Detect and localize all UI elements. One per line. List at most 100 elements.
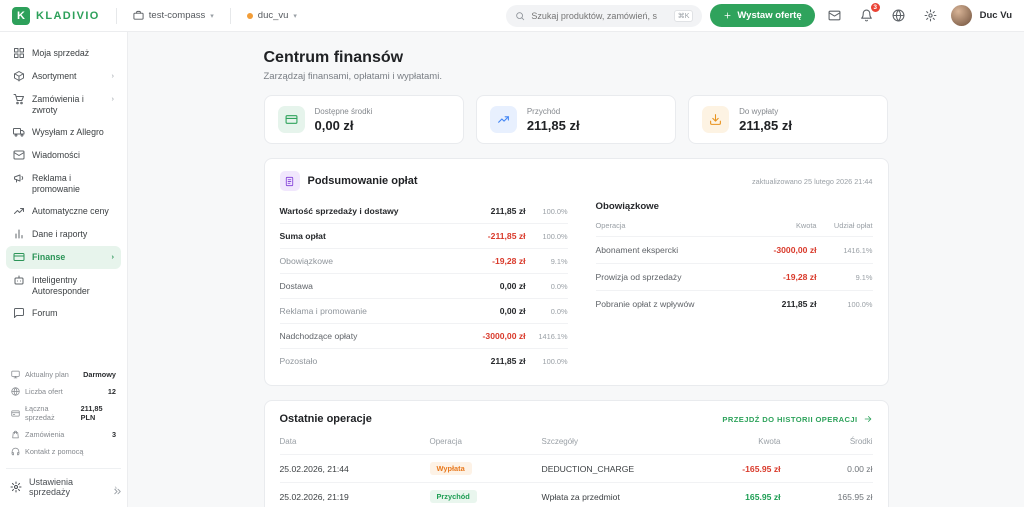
sidebar-item[interactable]: Finanse › — [6, 246, 121, 270]
sidebar-item[interactable]: Wiadomości — [6, 144, 121, 167]
sidebar-stat-row[interactable]: Łączna sprzedaż 211,85 PLN — [8, 400, 119, 426]
search-shortcut: ⌘K — [673, 9, 694, 22]
sidebar-item-label: Inteligentny Autoresponder — [32, 275, 90, 296]
operation-details: Wpłata za przedmiot — [541, 491, 620, 502]
sidebar-stats: Aktualny plan Darmowy Liczba ofert 12 Łączna… — [6, 364, 121, 464]
summary-row-label: Wartość sprzedaży i dostawy — [279, 206, 399, 216]
page-title: Centrum finansów — [263, 49, 404, 66]
stat-label: Łączna sprzedaż — [25, 404, 55, 422]
summary-row-percent: 1416.1% — [538, 331, 568, 341]
app-logo[interactable]: K KLADIVIO — [12, 6, 108, 25]
column-header: Operacja — [595, 221, 626, 230]
summary-row-value: 211,85 zł — [490, 206, 526, 216]
sidebar-item[interactable]: Wysyłam z Allegro — [6, 121, 121, 144]
sidebar-item[interactable]: Moja sprzedaż — [6, 42, 121, 65]
summary-row-label: Dostawa — [279, 281, 313, 291]
language-button[interactable] — [887, 4, 911, 28]
stat-value: 211,85 PLN — [80, 404, 103, 422]
sidebar-item[interactable]: Dane i raporty — [6, 223, 121, 246]
summary-row-percent: 9.1% — [550, 256, 568, 266]
sidebar-item-label: Wiadomości — [32, 150, 80, 161]
logo-mark-icon: K — [12, 6, 30, 25]
summary-row-percent: 100.0% — [542, 356, 568, 366]
stat-value: 12 — [107, 387, 116, 396]
page-subtitle: Zarządzaj finansami, opłatami i wypłatam… — [263, 71, 442, 82]
messages-button[interactable] — [823, 4, 847, 28]
operation-type-cell: Przychód — [429, 490, 542, 503]
sales-settings-label: Ustawienia sprzedaży — [29, 477, 74, 497]
operation-balance: 165.95 zł — [837, 491, 873, 502]
fee-share-percent: 9.1% — [855, 272, 873, 282]
finance-card[interactable]: Przychód 211,85 zł — [475, 95, 677, 144]
create-offer-button[interactable]: Wystaw ofertę — [710, 4, 815, 27]
sidebar-stat-row[interactable]: Aktualny plan Darmowy — [8, 366, 119, 383]
sidebar-stat-row[interactable]: Zamówienia 3 — [8, 426, 119, 443]
bot-icon — [13, 274, 25, 286]
settings-button[interactable] — [919, 4, 943, 28]
account-selector[interactable]: duc_vu ▾ — [239, 6, 305, 25]
finance-card[interactable]: Dostępne środki 0,00 zł — [263, 95, 464, 144]
operations-history-link[interactable]: PRZEJDŹ DO HISTORII OPERACJI — [722, 414, 872, 424]
sidebar-item[interactable]: Reklama i promowanie — [6, 167, 121, 200]
sidebar: Moja sprzedaż Asortyment › Zamówienia i zwr… — [0, 32, 128, 507]
column-header: Szczegóły — [541, 437, 578, 446]
operation-amount: -165.95 zł — [742, 463, 781, 474]
sidebar-item[interactable]: Automatyczne ceny — [6, 200, 121, 223]
sidebar-stat-row[interactable]: Kontakt z pomocą — [8, 443, 119, 460]
summary-row-value: -19,28 zł — [492, 256, 526, 266]
bag-icon — [11, 430, 20, 439]
finance-card-text: Dostępne środki 0,00 zł — [315, 107, 373, 133]
workspace-selector[interactable]: test-compass ▾ — [125, 6, 222, 25]
fee-operation-label: Abonament ekspercki — [595, 245, 679, 255]
sidebar-item-label: Zamówienia i zwroty — [32, 94, 84, 115]
fee-share-percent: 1416.1% — [843, 245, 873, 255]
logo-text: KLADIVIO — [36, 9, 100, 22]
finance-cards: Dostępne środki 0,00 zł Przychód 211,85 zł D… — [263, 95, 889, 144]
sidebar-stat-row[interactable]: Liczba ofert 12 — [8, 383, 119, 400]
stat-label: Aktualny plan — [25, 370, 69, 379]
sidebar-item-label: Automatyczne ceny — [32, 206, 109, 217]
avatar[interactable] — [950, 5, 972, 26]
chevron-right-icon: › — [111, 252, 115, 262]
summary-row-label: Pozostało — [279, 356, 318, 366]
headset-icon — [11, 447, 20, 456]
sidebar-item[interactable]: Forum — [6, 302, 121, 325]
summary-row: Dostawa 0,00 zł 0.0% — [279, 274, 568, 299]
sidebar-item[interactable]: Zamówienia i zwroty › — [6, 88, 121, 121]
operation-row[interactable]: 25.02.2026, 21:44 Wypłata DEDUCTION_CHARGE… — [279, 454, 873, 482]
cart-icon — [13, 93, 25, 105]
finance-card-label: Dostępne środki — [314, 106, 373, 116]
notifications-button[interactable]: 3 — [855, 1, 881, 28]
mandatory-fees-table: Obowiązkowe Operacja Kwota Udział opłat Ab… — [595, 199, 873, 373]
mandatory-fees-header: Operacja Kwota Udział opłat — [595, 213, 873, 237]
finance-card-value: 211,85 zł — [739, 117, 792, 133]
fee-amount: -3000,00 zł — [773, 245, 817, 255]
operation-amount: 165.95 zł — [745, 491, 781, 502]
sidebar-collapse-button[interactable] — [112, 486, 123, 497]
sidebar-item-label: Forum — [32, 308, 58, 319]
sidebar-item[interactable]: Inteligentny Autoresponder — [6, 269, 121, 302]
finance-card[interactable]: Do wypłaty 211,85 zł — [688, 95, 889, 144]
card-icon — [11, 409, 20, 418]
search-box[interactable]: ⌘K — [506, 4, 703, 27]
sidebar-item-label: Finanse — [32, 252, 66, 263]
summary-row: Obowiązkowe -19,28 zł 9.1% — [279, 249, 568, 274]
sidebar-item-sales-settings[interactable]: Ustawienia sprzedaży › — [6, 468, 121, 501]
operation-row[interactable]: 25.02.2026, 21:19 Przychód Wpłata za przed… — [279, 482, 873, 507]
search-input[interactable] — [531, 10, 668, 21]
operations-history-label: PRZEJDŹ DO HISTORII OPERACJI — [722, 414, 858, 424]
operation-type-cell: Wypłata — [429, 462, 542, 475]
divider — [229, 7, 231, 24]
stat-label: Zamówienia — [25, 430, 65, 439]
bar-chart-icon — [13, 228, 25, 240]
fee-amount: 211,85 zł — [781, 299, 817, 309]
sidebar-item-label: Asortyment — [32, 71, 77, 81]
operation-balance: 0.00 zł — [847, 463, 873, 474]
account-status-dot — [246, 12, 253, 19]
mandatory-fee-row: Abonament ekspercki -3000,00 zł 1416.1% — [595, 237, 873, 264]
fees-summary-panel: Podsumowanie opłat zaktualizowano 25 lut… — [263, 158, 889, 386]
summary-row: Reklama i promowanie 0,00 zł 0.0% — [279, 299, 568, 324]
sidebar-item[interactable]: Asortyment › — [6, 65, 121, 88]
column-header: Data — [279, 437, 297, 446]
operation-details: DEDUCTION_CHARGE — [541, 463, 635, 474]
